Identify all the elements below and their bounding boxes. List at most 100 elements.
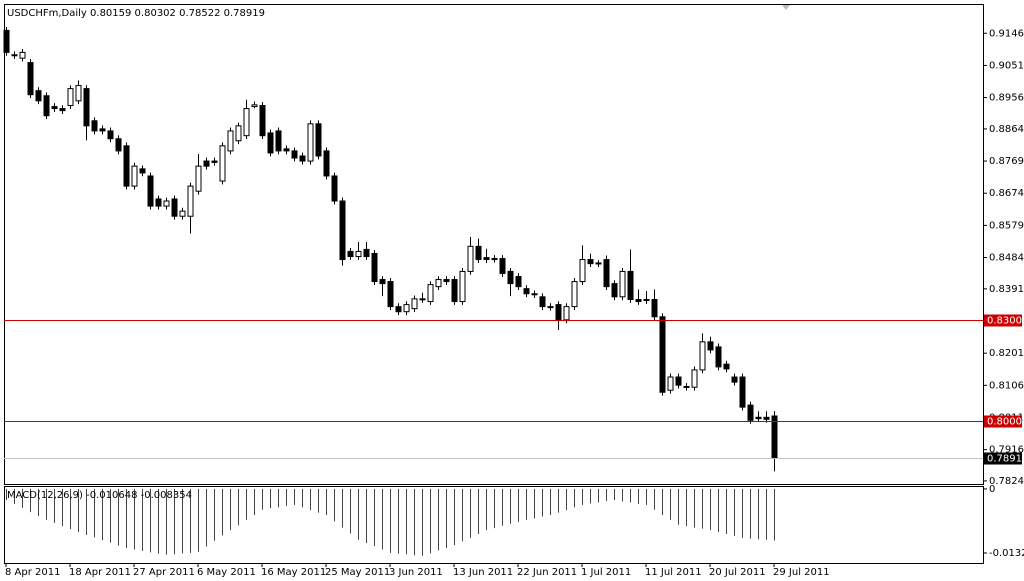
price-label-box (984, 452, 1022, 465)
candle-body (123, 145, 130, 187)
candle-body (467, 245, 474, 272)
indicator-pane (4, 486, 984, 564)
candle-body (19, 51, 26, 59)
shift-marker (782, 5, 790, 10)
candle-body (115, 138, 122, 152)
candle-body (643, 299, 650, 302)
y-tick-label: 0.83915 (989, 284, 1024, 295)
indicator-title: MACD(12,26,9) -0.010648 -0.008354 (7, 490, 192, 501)
x-tick-label: 13 Jun 2011 (453, 567, 513, 578)
y-tick-label: 0 (989, 484, 995, 495)
candle-body (563, 306, 570, 321)
candle-body (355, 250, 362, 258)
y-tick-label: 0.82015 (989, 348, 1024, 359)
candle-body (699, 341, 706, 371)
candle-body (627, 270, 634, 301)
candle-body (763, 416, 770, 420)
candle-body (443, 279, 450, 283)
x-tick-label: 27 Apr 2011 (133, 567, 195, 578)
x-tick-label: 25 May 2011 (325, 567, 390, 578)
candle-body (587, 259, 594, 265)
candle-body (11, 54, 18, 57)
y-tick-label: 0.90515 (989, 60, 1024, 71)
candle-body (235, 125, 242, 142)
x-tick-label: 11 Jul 2011 (645, 567, 702, 578)
candle-body (51, 106, 58, 110)
candle-body (667, 376, 674, 391)
candle-body (611, 283, 618, 298)
candle-body (531, 293, 538, 296)
candle-body (523, 288, 530, 295)
candle-body (107, 130, 114, 140)
candle-body (539, 296, 546, 308)
x-tick-label: 29 Jul 2011 (773, 567, 830, 578)
y-tick-label: 0.89565 (989, 93, 1024, 104)
candle-body (291, 150, 298, 159)
candle-body (635, 299, 642, 303)
candle-body (171, 198, 178, 217)
candle-body (507, 270, 514, 285)
candle-body (619, 270, 626, 298)
candle-body (147, 175, 154, 207)
candle-body (419, 298, 426, 301)
candle-body (571, 281, 578, 308)
candle-body (35, 90, 42, 102)
candle-body (43, 95, 50, 117)
candle-body (675, 376, 682, 386)
candle-body (259, 105, 266, 137)
candle-body (323, 150, 330, 177)
candle-body (139, 168, 146, 174)
x-tick-label: 6 May 2011 (197, 567, 256, 578)
candle-body (411, 298, 418, 310)
candle-body (3, 29, 10, 53)
candle-body (435, 279, 442, 288)
y-tick-label: -0.01323 (989, 548, 1024, 559)
candle-body (155, 198, 162, 207)
candle-body (451, 279, 458, 303)
candle-body (403, 304, 410, 313)
price-label-box (984, 415, 1022, 428)
candle-body (187, 185, 194, 217)
candle-body (307, 123, 314, 162)
candle-body (203, 160, 210, 167)
candle-body (395, 306, 402, 313)
candle-body (771, 415, 778, 459)
candle-body (475, 245, 482, 261)
candle-body (387, 281, 394, 308)
candle-body (651, 299, 658, 318)
candle-body (339, 200, 346, 261)
candle-body (491, 258, 498, 261)
price-label-box (984, 314, 1022, 327)
candle-body (659, 316, 666, 393)
candle-body (755, 416, 762, 420)
candle-body (547, 306, 554, 309)
candle-body (595, 262, 602, 265)
candle-body (163, 200, 170, 207)
candle-body (347, 250, 354, 258)
x-tick-label: 3 Jun 2011 (389, 567, 443, 578)
y-tick-label: 0.81065 (989, 380, 1024, 391)
candle-body (459, 270, 466, 303)
candle-body (371, 252, 378, 283)
candle-body (683, 386, 690, 389)
candle-body (131, 165, 138, 187)
candle-body (299, 155, 306, 162)
candle-body (195, 165, 202, 192)
candle-body (267, 132, 274, 154)
candle-body (59, 108, 66, 112)
candle-body (707, 341, 714, 351)
x-tick-label: 20 Jul 2011 (709, 567, 766, 578)
candle-body (731, 376, 738, 383)
x-tick-label: 1 Jul 2011 (581, 567, 631, 578)
candle-body (379, 279, 386, 285)
candle-body (283, 148, 290, 152)
candle-body (27, 62, 34, 96)
candle-body (315, 123, 322, 157)
candle-body (427, 284, 434, 303)
